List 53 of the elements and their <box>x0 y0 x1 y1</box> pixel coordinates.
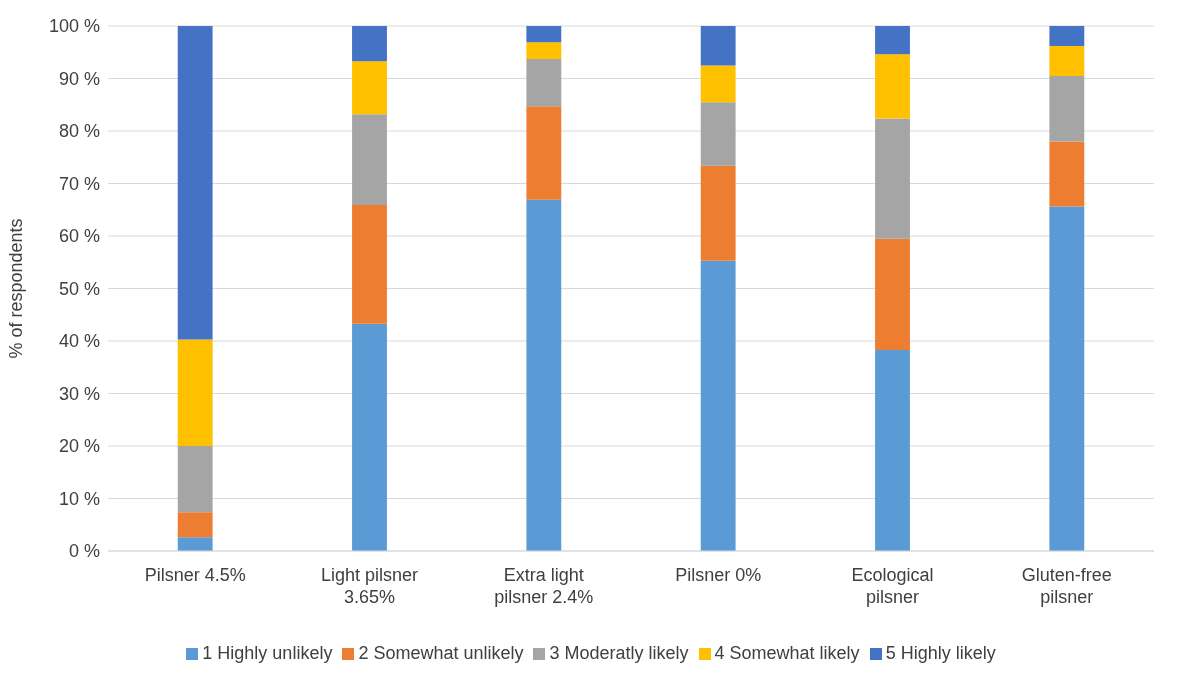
bar <box>700 102 736 166</box>
x-tick-label: Ecological pilsner <box>851 565 934 607</box>
y-tick-label: 70 % <box>58 173 100 194</box>
bar <box>1049 75 1085 142</box>
legend-label: 1 Highly unlikely <box>202 643 333 663</box>
y-tick-label: 50 % <box>58 278 100 299</box>
x-tick-label: Light pilsner 3.65% <box>320 565 419 607</box>
x-tick-label: Pilsner 4.5% <box>144 565 246 585</box>
x-tick-label: Gluten-free pilsner <box>1021 565 1112 607</box>
y-tick-label: 10 % <box>58 488 100 509</box>
y-tick-label: 30 % <box>58 383 100 404</box>
bar <box>875 54 910 119</box>
legend-label: 3 Moderatly likely <box>549 643 689 663</box>
bar <box>875 238 910 350</box>
legend-label: 4 Somewhat likely <box>714 643 860 663</box>
y-tick-label: 80 % <box>58 121 100 142</box>
y-axis-title: % of respondents <box>6 218 27 359</box>
bar <box>177 26 213 340</box>
bar <box>1049 141 1085 207</box>
bar <box>352 114 387 206</box>
legend-label: 2 Somewhat unlikely <box>358 643 524 663</box>
bar <box>526 106 562 200</box>
x-tick-label: Extra light pilsner 2.4% <box>494 565 594 607</box>
bar <box>177 512 213 538</box>
bar <box>875 26 910 55</box>
y-tick-label: 90 % <box>58 68 100 89</box>
bar <box>352 61 387 115</box>
bar <box>352 205 387 324</box>
bar <box>700 260 736 551</box>
bar <box>1049 45 1085 76</box>
legend-label: 5 Highly likely <box>885 643 996 663</box>
bar <box>177 446 213 513</box>
bar <box>1049 26 1085 46</box>
y-tick-label: 0 % <box>68 541 100 562</box>
bar <box>700 26 736 66</box>
y-tick-label: 100 % <box>48 16 100 37</box>
bar <box>177 339 213 446</box>
bar <box>526 26 562 43</box>
bar <box>352 323 387 551</box>
bar <box>700 165 736 261</box>
y-tick-label: 20 % <box>58 436 100 457</box>
bar <box>526 199 562 551</box>
x-tick-label: Pilsner 0% <box>675 565 762 585</box>
bar <box>700 65 736 103</box>
bar <box>875 118 910 239</box>
bar <box>1049 206 1085 551</box>
y-tick-label: 60 % <box>58 226 100 247</box>
y-tick-label: 40 % <box>58 331 100 352</box>
bar <box>177 537 213 551</box>
bar <box>352 26 387 62</box>
bar <box>526 59 562 107</box>
bar <box>875 349 910 551</box>
bar <box>526 42 562 60</box>
